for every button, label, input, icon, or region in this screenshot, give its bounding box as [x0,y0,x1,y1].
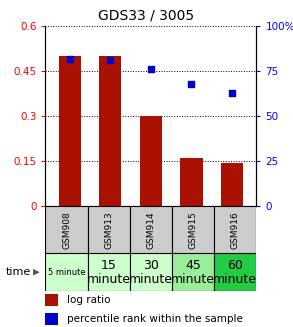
Bar [99,56,122,206]
Bar [130,253,172,291]
Bar [45,294,58,306]
Bar [45,206,88,253]
Bar [45,253,88,291]
Text: GSM908: GSM908 [62,211,71,249]
Text: time: time [6,267,31,277]
Text: 15
minute: 15 minute [87,259,131,286]
Text: GSM915: GSM915 [189,211,197,249]
Text: 60
minute: 60 minute [213,259,257,286]
Bar [140,116,162,206]
Point [189,81,194,86]
Text: GSM916: GSM916 [231,211,240,249]
Text: 5 minute: 5 minute [48,268,85,277]
Point [108,58,113,63]
Text: 30
minute: 30 minute [129,259,173,286]
Bar [214,253,256,291]
Point [230,90,234,95]
Bar [172,206,214,253]
Bar [130,206,172,253]
Bar [172,253,214,291]
Point [149,67,153,72]
Bar [88,206,130,253]
Text: 45
minute: 45 minute [171,259,215,286]
Bar [214,206,256,253]
Text: percentile rank within the sample: percentile rank within the sample [67,314,242,324]
Point [67,56,72,61]
Text: GSM914: GSM914 [146,211,155,249]
Bar [88,253,130,291]
Text: log ratio: log ratio [67,295,110,305]
Bar [221,163,243,206]
Bar [59,56,81,206]
Text: GSM913: GSM913 [104,211,113,249]
Text: GDS33 / 3005: GDS33 / 3005 [98,8,195,22]
Bar [45,313,58,325]
Bar [180,158,203,206]
